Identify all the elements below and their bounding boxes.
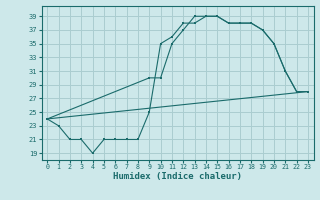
X-axis label: Humidex (Indice chaleur): Humidex (Indice chaleur) <box>113 172 242 181</box>
